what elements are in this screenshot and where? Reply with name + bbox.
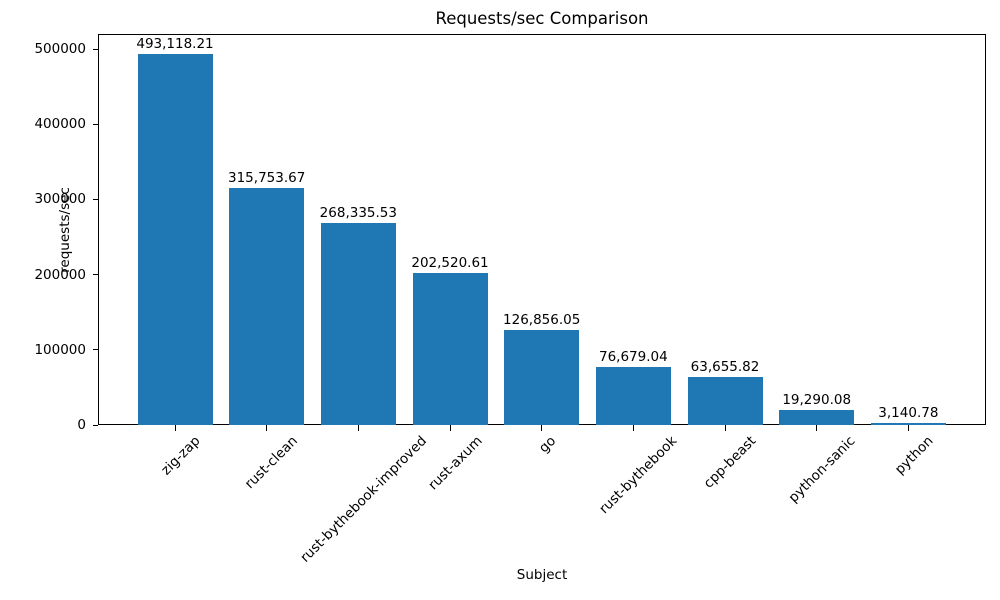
x-tick-mark	[266, 425, 268, 431]
x-tick-mark	[357, 425, 359, 431]
x-tick-label-rust-clean: rust-clean	[242, 433, 302, 493]
x-tick-label-rust-axum: rust-axum	[425, 433, 486, 494]
x-tick-label-go: go	[535, 433, 559, 457]
x-tick-mark	[174, 425, 176, 431]
y-tick-mark	[93, 123, 98, 125]
y-tick-label: 100000	[34, 341, 86, 358]
bar-rust-clean	[229, 187, 305, 425]
x-tick-mark	[724, 425, 726, 431]
bar-value-label: 268,335.53	[319, 205, 397, 222]
bar-rust-axum	[412, 272, 488, 425]
bar-value-label: 63,655.82	[690, 359, 760, 376]
bar-rust-bythebook-improved	[320, 223, 396, 425]
y-tick-mark	[93, 48, 98, 50]
bar-value-label: 202,520.61	[411, 254, 489, 271]
x-tick-label-rust-bythebook: rust-bythebook	[596, 433, 681, 518]
y-tick-label: 500000	[34, 41, 86, 58]
x-tick-mark	[632, 425, 634, 431]
y-tick-label: 300000	[34, 191, 86, 208]
x-tick-mark	[816, 425, 818, 431]
x-tick-mark	[541, 425, 543, 431]
x-tick-label-rust-bythebook-improved: rust-bythebook-improved	[296, 433, 430, 566]
x-tick-label-python: python	[891, 433, 937, 478]
y-tick-mark	[93, 349, 98, 351]
x-axis-label: Subject	[516, 567, 568, 583]
bar-go	[504, 329, 580, 425]
y-tick-mark	[93, 198, 98, 200]
x-tick-label-cpp-beast: cpp-beast	[701, 433, 760, 492]
bar-value-label: 76,679.04	[598, 349, 668, 366]
bar-value-label: 315,753.67	[228, 169, 306, 186]
bar-python	[870, 422, 946, 425]
y-tick-label: 400000	[34, 116, 86, 133]
bar-value-label: 126,856.05	[503, 311, 581, 328]
x-tick-mark	[449, 425, 451, 431]
bar-value-label: 19,290.08	[782, 392, 852, 409]
x-tick-label-zig-zap: zig-zap	[157, 433, 204, 479]
bar-python-sanic	[779, 410, 855, 425]
bar-rust-bythebook	[595, 367, 671, 425]
bar-value-label: 493,118.21	[136, 36, 214, 53]
x-tick-label-python-sanic: python-sanic	[785, 433, 859, 506]
y-tick-mark	[93, 274, 98, 276]
y-tick-label: 0	[77, 417, 86, 433]
bar-value-label: 3,140.78	[878, 404, 939, 421]
bar-zig-zap	[137, 54, 213, 425]
y-tick-mark	[93, 424, 98, 426]
chart-title: Requests/sec Comparison	[435, 9, 649, 28]
x-tick-mark	[907, 425, 909, 431]
y-tick-label: 200000	[34, 266, 86, 283]
bar-cpp-beast	[687, 377, 763, 425]
